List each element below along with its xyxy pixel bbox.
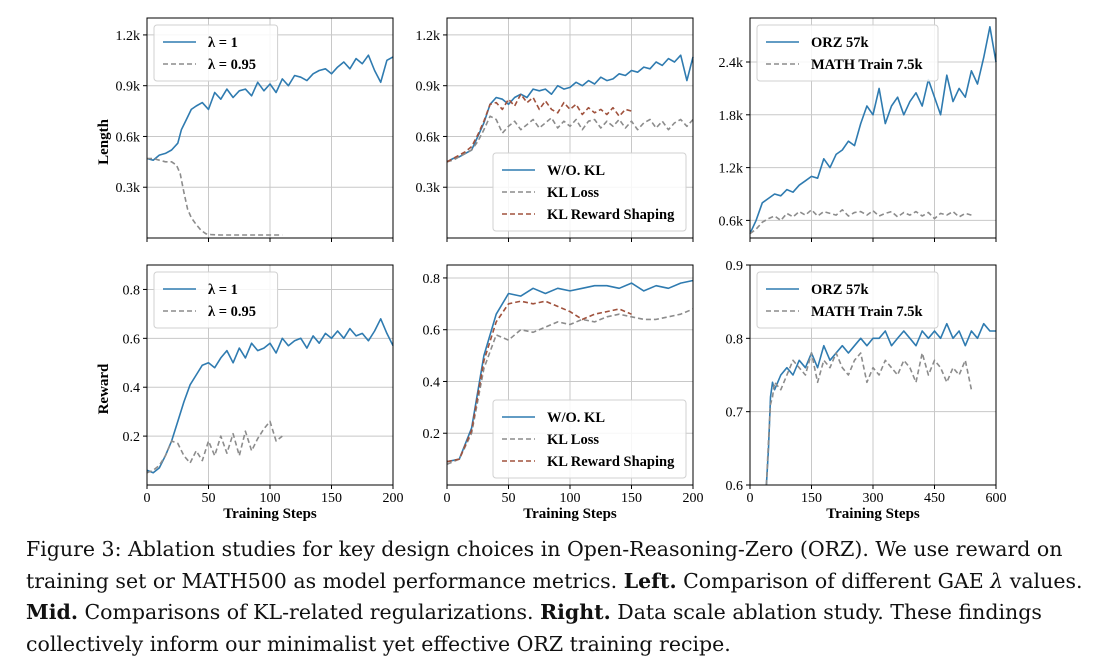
legend-box [153,271,279,329]
x-tick-label: 200 [383,491,404,506]
caption-left-text-2: values. [1003,568,1083,593]
series-line-brown [446,93,632,163]
y-tick-label: 0.3k [416,181,441,196]
x-tick-label: 600 [986,491,1007,506]
y-tick-label: 0.6k [116,130,141,145]
y-tick-label: 0.2 [123,430,141,445]
legend-label: MATH Train 7.5k [811,57,924,73]
y-tick-label: 0.4 [123,381,141,396]
legend-label: λ = 0.95 [208,304,256,320]
legend-box [756,24,939,82]
y-tick-label: 0.6k [719,214,744,229]
legend-box [153,24,279,82]
caption-intro: Figure 3: Ablation studies for key desig… [26,537,1063,593]
x-axis-label: Training Steps [523,506,617,522]
y-axis-label: Length [96,118,112,165]
x-tick-label: 150 [801,491,822,506]
series-line-gray [147,157,283,236]
y-tick-label: 2.4k [719,56,744,71]
series-line-blue [146,54,394,161]
legend-label: W/O. KL [547,163,605,179]
x-tick-label: 0 [747,491,754,506]
panel-reward-data: 0 150 300 450 600 0.6 0.7 0.8 0.9 Training Steps O… [726,259,1007,522]
series-line-blue [765,322,996,486]
legend-label: ORZ 57k [811,35,870,51]
caption-mid-heading: Mid. [26,600,78,624]
caption-left-heading: Left. [623,568,677,593]
legend-label: W/O. KL [547,410,605,426]
caption-mid-text: Comparisons of KL-related regularization… [77,600,541,624]
series-line-gray [446,308,694,466]
series-line-blue [749,25,997,234]
series-line-gray [446,115,694,163]
x-tick-label: 150 [321,491,342,506]
y-tick-label: 0.8 [123,283,141,298]
caption-lambda-symbol: λ [990,568,1004,593]
x-tick-label: 300 [863,491,884,506]
caption-right-text: Data scale ablation study. These finding… [26,600,1042,656]
y-tick-label: 0.8 [423,272,441,287]
x-tick-label: 150 [621,491,642,506]
legend-label: KL Reward Shaping [547,454,675,470]
panel-length-kl: 0.3k 0.6k 0.9k 1.2k W/O. KL KL Loss KL Reward … [416,17,694,242]
y-tick-label: 0.8 [726,332,744,347]
legend-label: KL Loss [547,185,599,201]
panel-reward-kl: 0 50 100 150 200 0.2 0.4 0.6 0.8 Training Steps W/… [423,264,704,522]
series-line-gray [146,420,283,474]
series-line-gray [749,209,972,235]
x-tick-label: 0 [144,491,151,506]
y-tick-label: 0.6 [726,479,744,494]
panel-length-data: 0.6k 1.2k 1.8k 2.4k ORZ 57k MATH Train 7.5k [719,17,997,242]
y-tick-label: 1.2k [719,162,744,177]
caption-right-heading: Right. [540,600,611,624]
series-line-blue [446,279,694,463]
y-axis-label: Reward [96,363,112,414]
x-tick-label: 450 [924,491,945,506]
caption-left-text: Comparison of different GAE [676,568,991,593]
legend-label: ORZ 57k [811,282,870,298]
y-tick-label: 1.2k [416,29,441,44]
x-axis-label: Training Steps [223,506,317,522]
y-tick-label: 0.6 [423,324,441,339]
legend-label: MATH Train 7.5k [811,304,924,320]
x-axis-label: Training Steps [826,506,920,522]
y-tick-label: 0.7 [726,406,744,421]
x-tick-label: 50 [502,491,516,506]
legend-label: KL Loss [547,432,599,448]
x-tick-label: 100 [260,491,281,506]
y-tick-label: 0.6 [123,332,141,347]
legend-box [492,399,687,479]
x-tick-label: 0 [444,491,451,506]
legend-label: λ = 1 [208,282,238,298]
legend-label: KL Reward Shaping [547,207,675,223]
y-tick-label: 1.8k [719,109,744,124]
y-tick-label: 0.9k [116,80,141,95]
y-tick-label: 0.3k [116,181,141,196]
y-tick-label: 0.9k [416,80,441,95]
series-line-brown [446,300,632,463]
legend-label: λ = 0.95 [208,57,256,73]
series-line-gray [765,352,973,486]
y-tick-label: 1.2k [116,29,141,44]
legend-label: λ = 1 [208,35,238,51]
y-tick-label: 0.4 [423,375,441,390]
figure-caption: Figure 3: Ablation studies for key desig… [26,534,1090,660]
x-tick-label: 200 [683,491,704,506]
y-tick-label: 0.6k [416,130,441,145]
legend-box [756,271,939,329]
series-line-blue [146,317,394,474]
y-tick-label: 0.2 [423,427,441,442]
x-tick-label: 50 [202,491,216,506]
legend-box [492,152,687,232]
panel-reward-lambda: 0 50 100 150 200 0.2 0.4 0.6 0.8 Training Steps Re… [96,264,404,522]
panel-length-lambda: 0.3k 0.6k 0.9k 1.2k Length λ = 1 λ = 0.95 [96,17,394,242]
x-tick-label: 100 [560,491,581,506]
y-tick-label: 0.9 [726,259,744,274]
